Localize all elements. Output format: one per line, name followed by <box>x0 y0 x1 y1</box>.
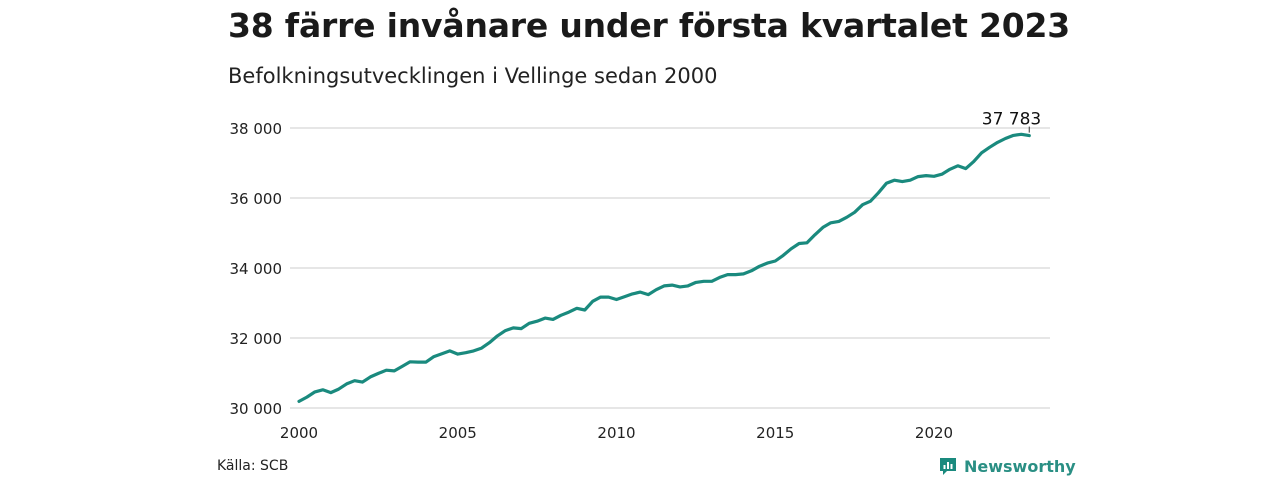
y-tick-label: 30 000 <box>230 400 283 418</box>
x-tick-label: 2005 <box>439 424 477 442</box>
y-tick-label: 38 000 <box>230 120 283 138</box>
series-line <box>297 132 1031 403</box>
newsworthy-logo-icon <box>940 458 956 475</box>
x-tick-label: 2000 <box>280 424 318 442</box>
chart-subtitle: Befolkningsutvecklingen i Vellinge sedan… <box>228 64 718 88</box>
end-value-label: 37 783 <box>982 110 1041 130</box>
y-tick-label: 32 000 <box>230 330 283 348</box>
y-tick-label: 34 000 <box>230 260 283 278</box>
source-label: Källa: SCB <box>217 458 289 474</box>
y-tick-label: 36 000 <box>230 190 283 208</box>
x-tick-label: 2020 <box>915 424 953 442</box>
brand-name: Newsworthy <box>964 456 1076 476</box>
brand-logo: Newsworthy <box>938 456 1076 476</box>
chart-title: 38 färre invånare under första kvartalet… <box>228 6 1071 45</box>
x-tick-label: 2015 <box>756 424 794 442</box>
x-tick-label: 2010 <box>597 424 635 442</box>
